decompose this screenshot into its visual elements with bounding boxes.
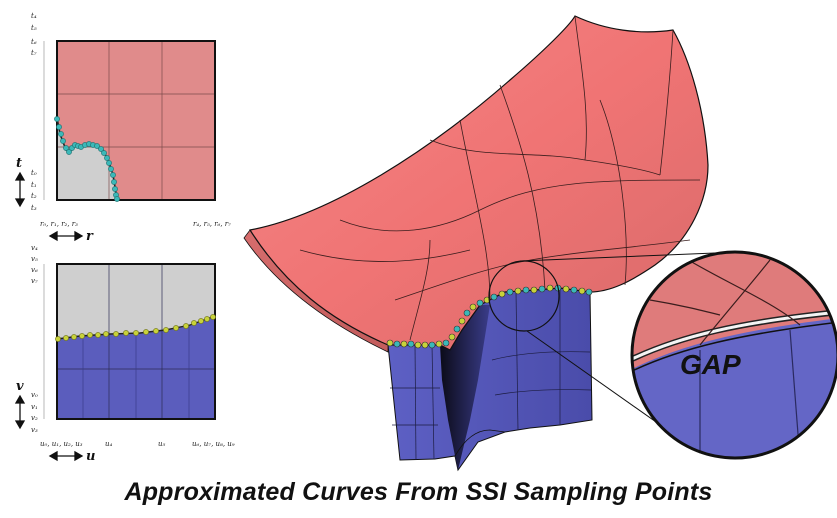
u-axis-letter: u — [86, 449, 95, 464]
v-axis-letter: v — [16, 379, 24, 394]
r-labels-left: r₀, r₁, r₂, r₃ — [40, 220, 78, 228]
gap-label: GAP — [680, 349, 741, 380]
u-labels-left: u₀, u₁, u₂, u₃ — [40, 440, 83, 448]
r-labels-right: r₄, r₅, r₆, r₇ — [193, 220, 231, 228]
t-label-3: t₃ — [31, 204, 37, 212]
bottom-param-sample-points — [55, 314, 216, 342]
v-axis-arrow — [14, 394, 26, 430]
u-label-5: u₅ — [158, 440, 166, 448]
v-label-1: v₁ — [31, 403, 38, 411]
surface-3d — [243, 15, 716, 472]
v-label-2: v₂ — [31, 414, 38, 422]
bottom-param-grid — [57, 264, 215, 419]
v-label-7: v₇ — [31, 277, 38, 285]
t-label-6: t₆ — [31, 38, 37, 46]
t-label-4: t₄ — [31, 12, 37, 20]
t-label-0: t₀ — [31, 169, 37, 177]
t-label-1: t₁ — [31, 181, 37, 189]
v-label-3: v₃ — [31, 426, 38, 434]
v-label-6: v₆ — [31, 266, 38, 274]
figure-caption: Approximated Curves From SSI Sampling Po… — [124, 478, 713, 506]
top-param-panel: t₄ t₅ t₆ t₇ t₀ t₁ t₂ t₃ t r₀, r₁, r₂, r₃… — [14, 12, 231, 244]
r-axis-letter: r — [86, 229, 94, 244]
t-axis-arrow — [14, 171, 26, 208]
zoom-circle: GAP — [630, 250, 837, 460]
u-axis-arrow — [48, 450, 84, 462]
top-param-grid — [57, 41, 215, 199]
t-label-7: t₇ — [31, 49, 37, 57]
t-label-5: t₅ — [31, 24, 37, 32]
v-label-0: v₀ — [31, 391, 38, 399]
bottom-param-panel: v₄ v₅ v₆ v₇ v₀ v₁ v₂ v₃ v u₀, u₁, u₂, u₃… — [14, 244, 235, 464]
v-label-4: v₄ — [31, 244, 38, 252]
red-surface — [243, 15, 709, 353]
r-axis-arrow — [48, 230, 84, 242]
t-axis-letter: t — [16, 156, 22, 171]
intersection-sample-points — [386, 284, 593, 349]
u-label-4: u₄ — [105, 440, 113, 448]
top-param-gray-region — [57, 118, 117, 199]
u-labels-right: u₆, u₇, u₈, u₉ — [192, 440, 235, 448]
top-param-sample-points — [54, 116, 120, 202]
t-label-2: t₂ — [31, 192, 37, 200]
v-label-5: v₅ — [31, 255, 38, 263]
